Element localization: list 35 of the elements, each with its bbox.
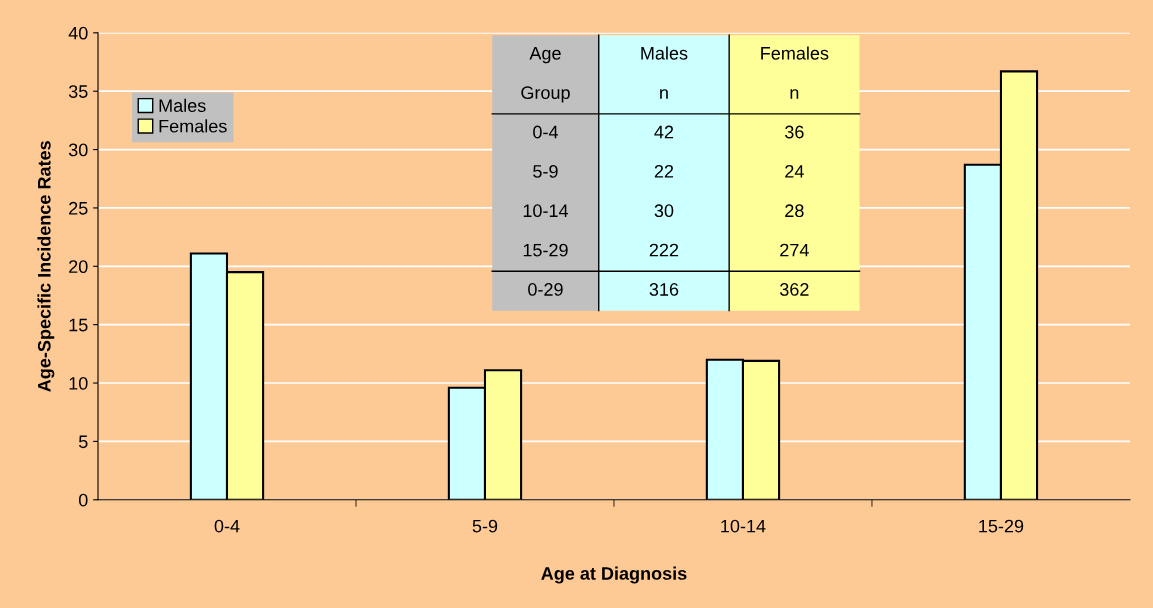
x-axis-title: Age at Diagnosis <box>541 566 687 584</box>
y-tick-label: 35 <box>68 85 88 98</box>
y-axis-title: Age-Specific Incidence Rates <box>37 141 55 392</box>
legend-label: Females <box>159 119 227 133</box>
annotation: 42 <box>654 125 674 139</box>
annotation: 36 <box>785 125 804 139</box>
x-tick-label: 5-9 <box>472 519 498 533</box>
text: Females n <box>761 46 829 99</box>
annotation: 274 <box>780 243 809 257</box>
annotation: 0-4 <box>533 125 558 139</box>
y-tick-label: 40 <box>68 26 88 40</box>
annotation: 24 <box>785 164 804 178</box>
legend-label: Males <box>159 98 206 112</box>
x-tick-label: 0-4 <box>214 519 240 533</box>
annotation: 316 <box>649 283 679 296</box>
annotation: 10-14 <box>523 204 569 218</box>
y-tick-label: 20 <box>69 260 88 274</box>
annotation: 22 <box>654 164 674 178</box>
y-tick-label: 30 <box>68 143 88 157</box>
y-tick-label: 0 <box>78 493 88 507</box>
y-tick-label: 25 <box>69 201 88 215</box>
text: Age Group <box>521 47 570 103</box>
x-tick-label: 15-29 <box>979 519 1024 533</box>
y-tick-label: 5 <box>78 435 88 449</box>
annotation: 30 <box>654 204 674 218</box>
annotation: 15-29 <box>523 243 568 257</box>
annotation: 362 <box>779 283 809 296</box>
annotation: 5-9 <box>533 164 558 178</box>
annotation: 222 <box>649 243 679 257</box>
annotation: 0-29 <box>528 283 563 296</box>
text: Males n <box>641 46 688 99</box>
annotation: 28 <box>785 204 804 218</box>
y-tick-label: 10 <box>69 376 88 390</box>
x-tick-label: 10-14 <box>721 519 766 533</box>
y-tick-label: 15 <box>69 318 88 332</box>
